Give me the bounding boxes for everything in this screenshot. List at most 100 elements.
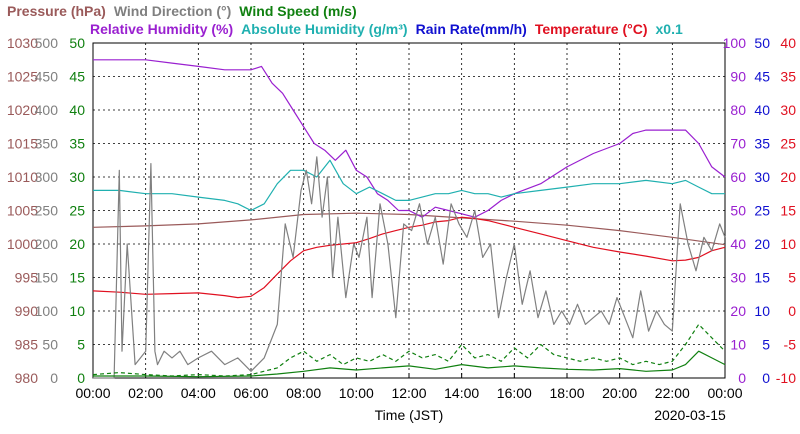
temperature-tick-label: 15 bbox=[780, 203, 796, 219]
legend-rain-rate-mm-h: Rain Rate(mm/h) bbox=[416, 21, 527, 37]
legend-x0-1: x0.1 bbox=[656, 21, 683, 37]
pressure-tick-label: 980 bbox=[15, 370, 39, 386]
wind-speed-tick-label: 45 bbox=[69, 69, 85, 85]
rain-rate-tick-label: 35 bbox=[754, 136, 770, 152]
wind-speed-tick-label: 50 bbox=[69, 35, 85, 51]
humidity-tick-label: 100 bbox=[723, 35, 747, 51]
rain-rate-tick-label: 20 bbox=[754, 236, 770, 252]
wind-speed-tick-label: 35 bbox=[69, 136, 85, 152]
humidity-tick-label: 60 bbox=[730, 169, 746, 185]
temperature-tick-label: 35 bbox=[780, 69, 796, 85]
rain-rate-tick-label: 30 bbox=[754, 169, 770, 185]
wind-speed-tick-label: 0 bbox=[77, 370, 85, 386]
x-tick-label: 08:00 bbox=[286, 385, 321, 401]
humidity-tick-label: 20 bbox=[730, 303, 746, 319]
humidity-tick-label: 10 bbox=[730, 337, 746, 353]
wind-direction-tick-label: 300 bbox=[35, 169, 59, 185]
legend-row-2: Relative Humidity (%) Absolute Humidity (… bbox=[90, 21, 683, 37]
legend-wind-speed-m-s: Wind Speed (m/s) bbox=[239, 3, 356, 19]
legend-temperature-c: Temperature (°C) bbox=[535, 21, 648, 37]
pressure-tick-label: 1025 bbox=[7, 69, 38, 85]
series-temperature-c bbox=[92, 216, 726, 299]
wind-speed-tick-label: 30 bbox=[69, 169, 85, 185]
legend-row-1: Pressure (hPa) Wind Direction (°) Wind Spe… bbox=[7, 3, 357, 19]
pressure-tick-label: 1020 bbox=[7, 102, 38, 118]
x-tick-label: 18:00 bbox=[549, 385, 584, 401]
humidity-tick-label: 80 bbox=[730, 102, 746, 118]
rain-rate-tick-label: 25 bbox=[754, 203, 770, 219]
wind-direction-tick-label: 50 bbox=[42, 337, 58, 353]
temperature-tick-label: 0 bbox=[788, 303, 796, 319]
pressure-tick-label: 990 bbox=[15, 303, 39, 319]
wind-speed-tick-label: 40 bbox=[69, 102, 85, 118]
series-absolute-humidity-g-m bbox=[93, 159, 725, 212]
series-pressure-hpa bbox=[92, 212, 726, 246]
series-wind-direction bbox=[93, 156, 726, 379]
wind-direction-tick-label: 500 bbox=[35, 35, 59, 51]
wind-direction-tick-label: 400 bbox=[35, 102, 59, 118]
wind-speed-tick-label: 15 bbox=[69, 270, 85, 286]
temperature-tick-label: 25 bbox=[780, 136, 796, 152]
x-tick-label: 06:00 bbox=[233, 385, 268, 401]
grid bbox=[93, 43, 725, 378]
wind-speed-tick-label: 20 bbox=[69, 236, 85, 252]
legend-pressure-hpa: Pressure (hPa) bbox=[7, 3, 106, 19]
humidity-tick-label: 0 bbox=[738, 370, 746, 386]
wind-direction-tick-label: 200 bbox=[35, 236, 59, 252]
wind-direction-tick-label: 150 bbox=[35, 270, 59, 286]
temperature-tick-label: 40 bbox=[780, 35, 796, 51]
legend-wind-direction: Wind Direction (°) bbox=[114, 3, 231, 19]
rain-rate-tick-label: 50 bbox=[754, 35, 770, 51]
series-wind-speed-gust-m-s bbox=[93, 350, 726, 378]
pressure-tick-label: 985 bbox=[15, 337, 39, 353]
rain-rate-tick-label: 45 bbox=[754, 69, 770, 85]
pressure-tick-label: 1000 bbox=[7, 236, 38, 252]
legend: Pressure (hPa) Wind Direction (°) Wind Spe… bbox=[7, 3, 683, 37]
x-tick-label: 10:00 bbox=[339, 385, 374, 401]
wind-speed-tick-label: 5 bbox=[77, 337, 85, 353]
wind-direction-tick-label: 350 bbox=[35, 136, 59, 152]
x-tick-label: 16:00 bbox=[497, 385, 532, 401]
rain-rate-tick-label: 5 bbox=[762, 337, 770, 353]
rain-rate-tick-label: 10 bbox=[754, 303, 770, 319]
x-tick-label: 00:00 bbox=[707, 385, 742, 401]
wind-direction-tick-label: 100 bbox=[35, 303, 59, 319]
x-tick-label: 14:00 bbox=[444, 385, 479, 401]
rain-rate-tick-label: 40 bbox=[754, 102, 770, 118]
series-layer bbox=[92, 59, 726, 379]
x-tick-label: 20:00 bbox=[602, 385, 637, 401]
rain-rate-tick-label: 0 bbox=[762, 370, 770, 386]
humidity-tick-label: 70 bbox=[730, 136, 746, 152]
humidity-tick-label: 50 bbox=[730, 203, 746, 219]
temperature-tick-label: 10 bbox=[780, 236, 796, 252]
series-relative-humidity bbox=[93, 59, 726, 218]
wind-speed-tick-label: 25 bbox=[69, 203, 85, 219]
x-axis: 00:00 02:00 04:00 06:00 08:00 10:00 12:00 14:00… bbox=[75, 373, 743, 401]
x-tick-label: 12:00 bbox=[391, 385, 426, 401]
x-axis-label: Time (JST) bbox=[375, 407, 444, 423]
pressure-tick-label: 1015 bbox=[7, 136, 38, 152]
temperature-tick-label: -5 bbox=[784, 337, 797, 353]
right-axes: 1009080706050403020100504540353025201510… bbox=[723, 35, 797, 386]
humidity-tick-label: 30 bbox=[730, 270, 746, 286]
temperature-tick-label: -10 bbox=[776, 370, 796, 386]
temperature-tick-label: 5 bbox=[788, 270, 796, 286]
x-tick-label: 00:00 bbox=[75, 385, 110, 401]
x-tick-label: 22:00 bbox=[655, 385, 690, 401]
x-tick-label: 04:00 bbox=[181, 385, 216, 401]
wind-direction-tick-label: 250 bbox=[35, 203, 59, 219]
left-axes: 1030102510201015101010051000995990985980… bbox=[7, 35, 85, 386]
pressure-tick-label: 1005 bbox=[7, 203, 38, 219]
series-wind-speed-m-s bbox=[92, 323, 726, 377]
pressure-tick-label: 1010 bbox=[7, 169, 38, 185]
humidity-tick-label: 40 bbox=[730, 236, 746, 252]
temperature-tick-label: 30 bbox=[780, 102, 796, 118]
legend-relative-humidity: Relative Humidity (%) bbox=[90, 21, 233, 37]
wind-direction-tick-label: 0 bbox=[50, 370, 58, 386]
temperature-tick-label: 20 bbox=[780, 169, 796, 185]
legend-absolute-humidity-g-m: Absolute Humidity (g/m³) bbox=[241, 21, 407, 37]
wind-speed-tick-label: 10 bbox=[69, 303, 85, 319]
rain-rate-tick-label: 15 bbox=[754, 270, 770, 286]
date-label: 2020-03-15 bbox=[654, 407, 726, 423]
